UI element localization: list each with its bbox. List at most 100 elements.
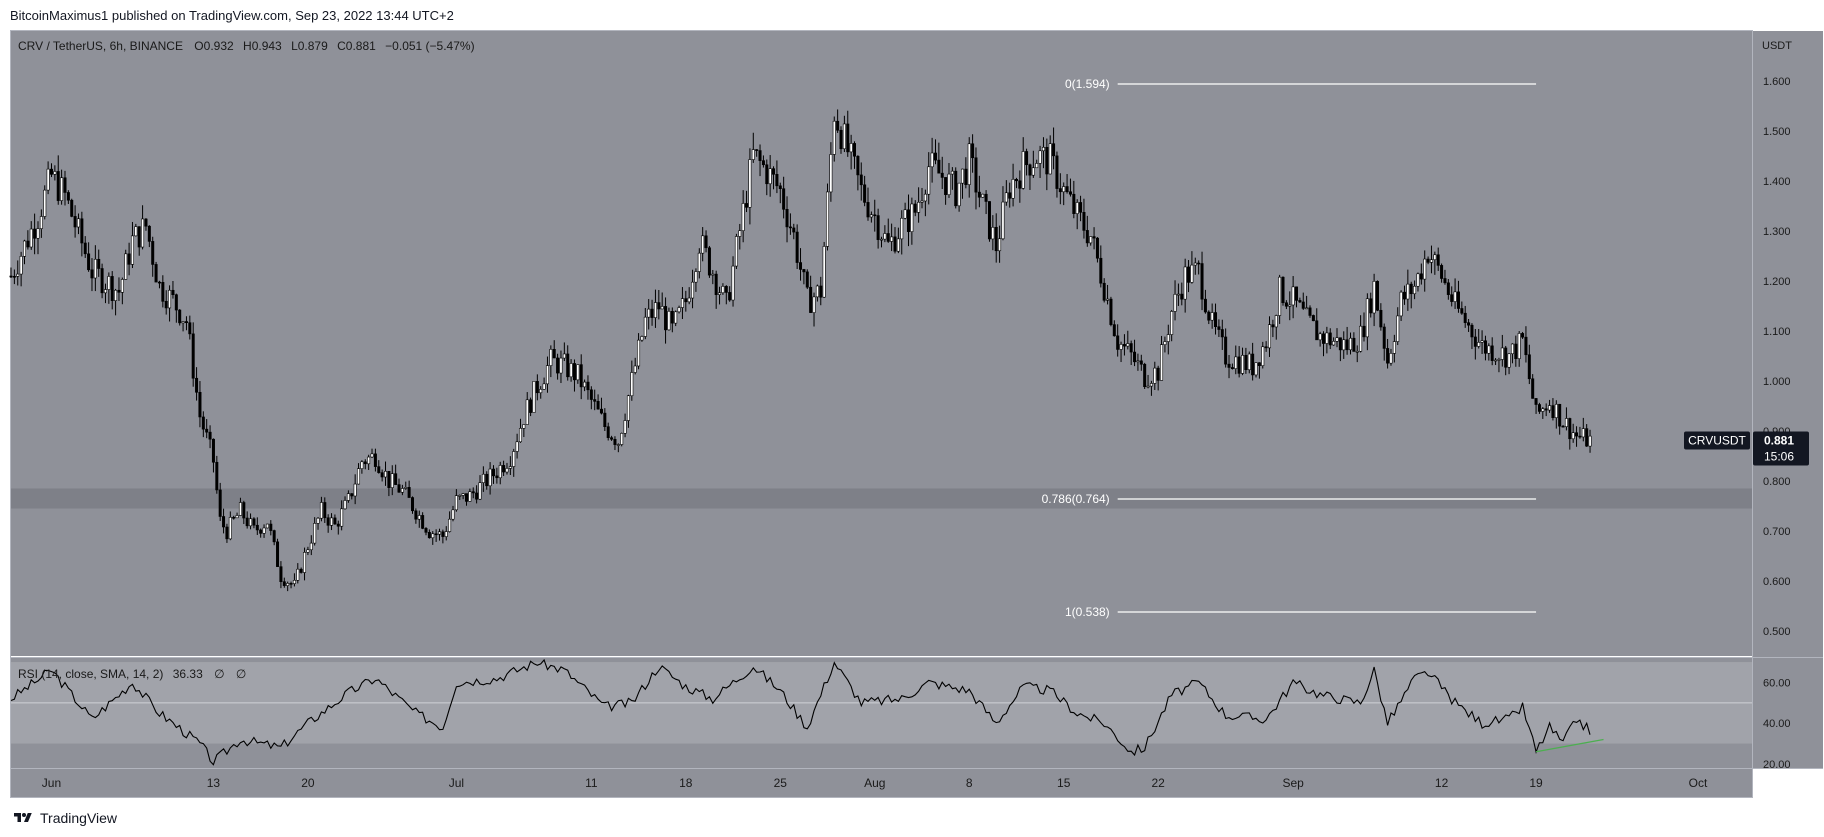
candle — [812, 292, 816, 327]
candle-body — [1028, 164, 1032, 176]
candle — [1160, 335, 1164, 381]
candle — [1497, 357, 1501, 373]
candle — [245, 511, 249, 529]
candle — [1409, 281, 1413, 309]
candle — [1244, 347, 1248, 374]
candle — [498, 461, 502, 485]
candle-body — [1011, 179, 1015, 199]
candle-body — [107, 276, 111, 290]
candle — [1180, 282, 1184, 306]
candle-body — [198, 391, 202, 418]
candle-body — [815, 285, 819, 298]
candle — [1527, 344, 1531, 385]
footer-brand[interactable]: TradingView — [12, 810, 117, 826]
candle-body — [1176, 293, 1180, 296]
candle-body — [60, 177, 64, 201]
candle — [1436, 247, 1440, 271]
price-tag-countdown: 15:06 — [1764, 450, 1794, 464]
candle — [893, 227, 897, 254]
candle-body — [1561, 425, 1565, 428]
candle — [772, 166, 776, 190]
candle — [917, 187, 921, 223]
candle-body — [910, 203, 914, 232]
candle-body — [276, 541, 280, 567]
candle — [1500, 334, 1504, 367]
candle — [731, 256, 735, 307]
candle — [1429, 245, 1433, 274]
candle — [1321, 331, 1325, 357]
candle — [367, 454, 371, 470]
candle — [1348, 332, 1352, 355]
candle-body — [215, 461, 219, 491]
candle-body — [137, 226, 141, 248]
candle-body — [616, 444, 620, 446]
candle — [103, 283, 107, 304]
candle — [211, 438, 215, 473]
candle — [1278, 274, 1282, 324]
candle — [218, 482, 222, 522]
candle — [1224, 328, 1228, 368]
candle-body — [1359, 325, 1363, 352]
candle-body — [724, 286, 728, 293]
candle — [556, 353, 560, 380]
candle-body — [1568, 418, 1572, 440]
candle-body — [728, 292, 732, 301]
candle — [1052, 127, 1056, 170]
time-tick-label: Jun — [42, 776, 61, 790]
candle-body — [1409, 283, 1413, 295]
candle-body — [1183, 266, 1187, 300]
candle-body — [687, 297, 691, 303]
chart-canvas[interactable]: 0(1.594) 0.786(0.764) 1(0.538) 1.600 1.500 1… — [0, 0, 1824, 800]
candle-body — [829, 154, 833, 193]
candle-body — [303, 552, 307, 573]
symbol-legend: CRV / TetherUS, 6h, BINANCE O0.932 H0.94… — [18, 39, 475, 53]
candle-body — [1278, 276, 1282, 316]
candle — [849, 134, 853, 170]
candle — [262, 524, 266, 538]
publisher-line: BitcoinMaximus1 published on TradingView… — [10, 8, 454, 23]
price-tag-value: 0.881 — [1764, 434, 1794, 448]
candle-body — [886, 233, 890, 242]
candle — [539, 386, 543, 399]
candle — [1048, 135, 1052, 175]
candle — [471, 487, 475, 499]
candle — [1207, 310, 1211, 325]
candle — [137, 226, 141, 256]
candle-body — [1139, 360, 1143, 365]
candle-body — [370, 453, 374, 458]
candle — [1149, 380, 1153, 396]
candle-body — [960, 168, 964, 184]
candle — [53, 165, 57, 181]
candle-body — [1048, 143, 1052, 175]
candle — [1068, 178, 1072, 197]
last-price-tag[interactable]: CRVUSDT 0.881 15:06 — [1684, 431, 1809, 466]
candle — [761, 155, 765, 168]
candle-body — [512, 451, 516, 467]
candle-body — [235, 515, 239, 519]
candle-body — [1099, 257, 1103, 284]
candle-body — [859, 174, 863, 186]
price-tick-label: 1.400 — [1763, 176, 1791, 188]
candle-body — [920, 200, 924, 203]
candle — [1112, 320, 1116, 337]
fib-level-label: 0(1.594) — [1065, 77, 1110, 91]
candle-body — [249, 518, 253, 527]
candle — [1537, 402, 1541, 414]
candle-body — [694, 271, 698, 283]
candle — [1001, 186, 1005, 241]
candle — [417, 510, 421, 528]
candle-body — [1065, 186, 1069, 193]
candle — [694, 268, 698, 292]
candle-body — [56, 171, 60, 201]
candle — [1014, 177, 1018, 189]
candle-body — [39, 216, 43, 229]
candle — [785, 196, 789, 243]
price-axis-bg — [1752, 31, 1823, 768]
candle-body — [390, 473, 394, 488]
candle-body — [714, 273, 718, 295]
candle — [1038, 145, 1042, 178]
candle-body — [869, 214, 873, 218]
candle — [1325, 326, 1329, 354]
candle-body — [1497, 359, 1501, 361]
candle-body — [1507, 353, 1511, 368]
